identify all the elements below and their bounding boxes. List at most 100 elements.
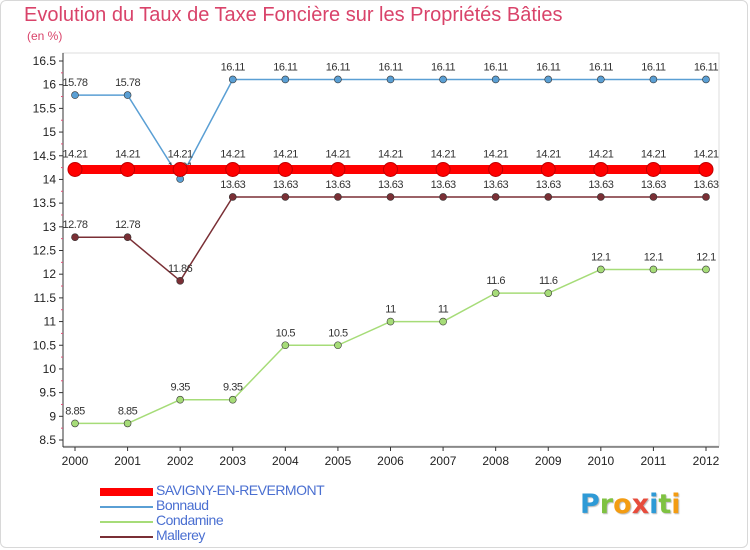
series-mallerey: 12.78 12.78 11.86 13.63 13.63 13.63 13.63 13.63… xyxy=(62,179,719,285)
data-label: 8.85 xyxy=(118,405,138,417)
data-label: 14.21 xyxy=(588,148,613,160)
x-tick-label: 2004 xyxy=(272,454,299,468)
data-point xyxy=(228,193,237,201)
data-label: 14.21 xyxy=(693,148,718,160)
data-point xyxy=(597,265,605,274)
proxiti-logo: Proxiti xyxy=(580,489,681,520)
x-tick-label: 2007 xyxy=(430,454,457,468)
data-label: 11.6 xyxy=(486,275,505,287)
data-label: 11 xyxy=(385,304,396,316)
data-point xyxy=(544,75,553,84)
data-label: 12.1 xyxy=(644,251,664,263)
data-label: 16.11 xyxy=(484,61,509,73)
data-label: 13.63 xyxy=(378,179,403,191)
data-point xyxy=(698,161,714,177)
x-tick-label: 2003 xyxy=(219,454,246,468)
data-label: 14.21 xyxy=(220,148,245,160)
data-label: 14.21 xyxy=(641,148,666,160)
y-axis-unit: (en %) xyxy=(27,29,63,43)
data-point xyxy=(649,193,658,201)
data-label: 14.21 xyxy=(62,148,87,160)
data-point xyxy=(176,395,184,404)
data-point xyxy=(123,91,132,99)
data-label: 13.63 xyxy=(431,179,456,191)
data-label: 13.63 xyxy=(483,179,508,191)
data-label: 8.85 xyxy=(65,405,85,417)
y-tick-label: 16.5 xyxy=(33,54,57,68)
logo-letter: t xyxy=(658,489,672,520)
data-label: 13.63 xyxy=(693,179,718,191)
data-point xyxy=(702,265,710,274)
legend-item: Bonnaud xyxy=(100,497,420,514)
data-point xyxy=(334,341,342,350)
data-label: 16.11 xyxy=(536,61,561,73)
data-point xyxy=(597,193,605,201)
y-tick-label: 8.5 xyxy=(39,433,56,447)
data-point xyxy=(386,75,395,84)
data-point xyxy=(71,419,79,428)
y-tick-label: 13.5 xyxy=(33,196,57,210)
series-bonnaud: 15.7815.7814.0116.1116.1116.1116.1116.11… xyxy=(62,61,719,183)
logo-letter: r xyxy=(599,489,614,520)
data-label: 13.63 xyxy=(220,179,245,191)
y-tick-label: 10 xyxy=(43,362,57,376)
data-point xyxy=(120,161,136,177)
data-point xyxy=(544,193,553,201)
legend-swatch xyxy=(100,506,153,508)
y-tick-label: 12 xyxy=(43,267,57,281)
y-tick-label: 15.5 xyxy=(33,101,57,115)
chart-title: Evolution du Taux de Taxe Foncière sur l… xyxy=(24,4,563,26)
data-point xyxy=(281,75,290,84)
y-tick-label: 16 xyxy=(43,78,57,92)
y-tick-label: 14 xyxy=(43,172,57,186)
data-point xyxy=(649,265,658,274)
data-label: 14.21 xyxy=(115,148,140,160)
x-tick-label: 2011 xyxy=(641,454,667,468)
data-point xyxy=(386,193,395,201)
data-point xyxy=(277,161,293,177)
x-tick-label: 2006 xyxy=(377,454,404,468)
data-point xyxy=(176,277,184,285)
logo-letter: i xyxy=(649,489,659,520)
plot-area xyxy=(62,52,720,447)
y-tick-label: 12.5 xyxy=(33,244,57,258)
x-tick-label: 2000 xyxy=(62,454,89,468)
legend-swatch xyxy=(100,536,153,538)
y-tick-label: 15 xyxy=(43,125,57,139)
data-point xyxy=(702,193,710,201)
data-point xyxy=(228,75,237,84)
data-label: 13.63 xyxy=(325,179,350,191)
data-label: 14.21 xyxy=(431,148,456,160)
data-point xyxy=(123,233,132,242)
y-tick-label: 9.5 xyxy=(39,386,56,400)
x-tick-label: 2002 xyxy=(167,454,194,468)
data-point xyxy=(330,161,346,177)
legend-label: Condamine xyxy=(156,512,224,528)
data-point xyxy=(383,161,398,177)
data-point xyxy=(225,161,241,177)
logo-letter: x xyxy=(631,489,650,520)
data-label: 16.11 xyxy=(326,61,351,73)
data-label: 14.21 xyxy=(483,148,508,160)
data-label: 15.78 xyxy=(115,77,140,89)
data-label: 16.11 xyxy=(694,61,719,73)
x-tick-label: 2008 xyxy=(482,454,509,468)
data-label: 13.63 xyxy=(273,179,298,191)
legend-item: Condamine xyxy=(100,512,420,529)
legend-label: Bonnaud xyxy=(156,497,209,513)
y-tick-label: 10.5 xyxy=(33,338,57,352)
y-tick-label: 11.5 xyxy=(34,291,57,305)
data-point xyxy=(435,161,451,177)
data-label: 9.35 xyxy=(223,382,243,394)
x-tick-label: 2010 xyxy=(587,454,614,468)
series-line xyxy=(75,268,706,425)
y-tick-label: 13 xyxy=(43,220,57,234)
data-point xyxy=(597,75,605,84)
data-point xyxy=(593,161,609,177)
data-label: 12.78 xyxy=(62,219,87,231)
data-point xyxy=(281,193,290,201)
data-label: 16.11 xyxy=(589,61,614,73)
x-tick-label: 2005 xyxy=(325,454,352,468)
data-point xyxy=(491,75,500,84)
data-point xyxy=(488,161,504,177)
